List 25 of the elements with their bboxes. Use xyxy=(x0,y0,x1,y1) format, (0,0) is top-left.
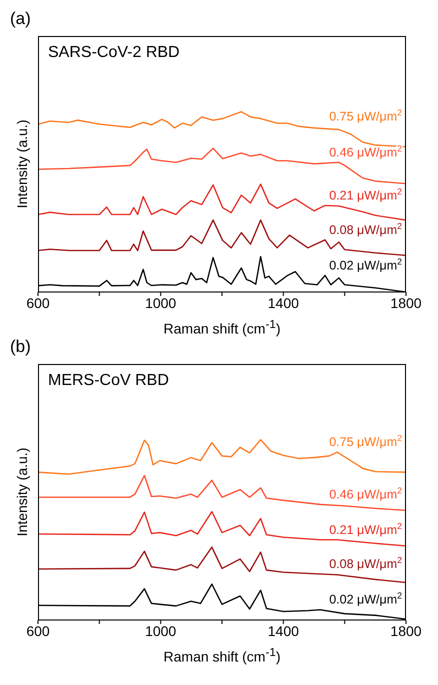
chart-title: (a) xyxy=(9,8,32,30)
series-label: 0.75 μW/μm$^{2}$ xyxy=(329,107,402,124)
chart-subtitle: SARS-CoV-2 RBD xyxy=(48,44,180,62)
series-label: 0.08 μW/μm$^{2}$ xyxy=(329,220,402,237)
x-tick-label: 600 xyxy=(26,294,50,311)
x-tick-label: 1000 xyxy=(145,622,176,639)
x-tick-label: 1800 xyxy=(390,622,422,639)
y-axis-title: Intensity (a.u.) xyxy=(14,120,30,208)
series-label: 0.02 μW/μm$^{2}$ xyxy=(329,256,402,272)
series-label: 0.21 μW/μm$^{2}$ xyxy=(329,186,402,202)
x-tick-label: 600 xyxy=(26,622,50,639)
chart-title: (b) xyxy=(9,336,32,358)
x-tick-label: 1000 xyxy=(145,294,176,311)
x-tick-label: 1400 xyxy=(268,294,300,311)
x-axis-title: Raman shift (cm$^{-1}$) xyxy=(162,645,282,665)
x-tick-label: 1400 xyxy=(268,622,300,639)
series-label: 0.46 μW/μm$^{2}$ xyxy=(329,485,402,502)
y-axis-title: Intensity (a.u.) xyxy=(14,448,30,536)
series-label: 0.21 μW/μm$^{2}$ xyxy=(329,520,402,537)
x-axis-title: Raman shift (cm$^{-1}$) xyxy=(162,317,282,337)
x-tick-label: 1800 xyxy=(390,294,422,311)
series-label: 0.02 μW/μm$^{2}$ xyxy=(329,590,402,607)
series-label: 0.08 μW/μm$^{2}$ xyxy=(329,555,402,572)
chart-subtitle: MERS-CoV RBD xyxy=(48,372,169,390)
series-label: 0.75 μW/μm$^{2}$ xyxy=(329,433,402,450)
